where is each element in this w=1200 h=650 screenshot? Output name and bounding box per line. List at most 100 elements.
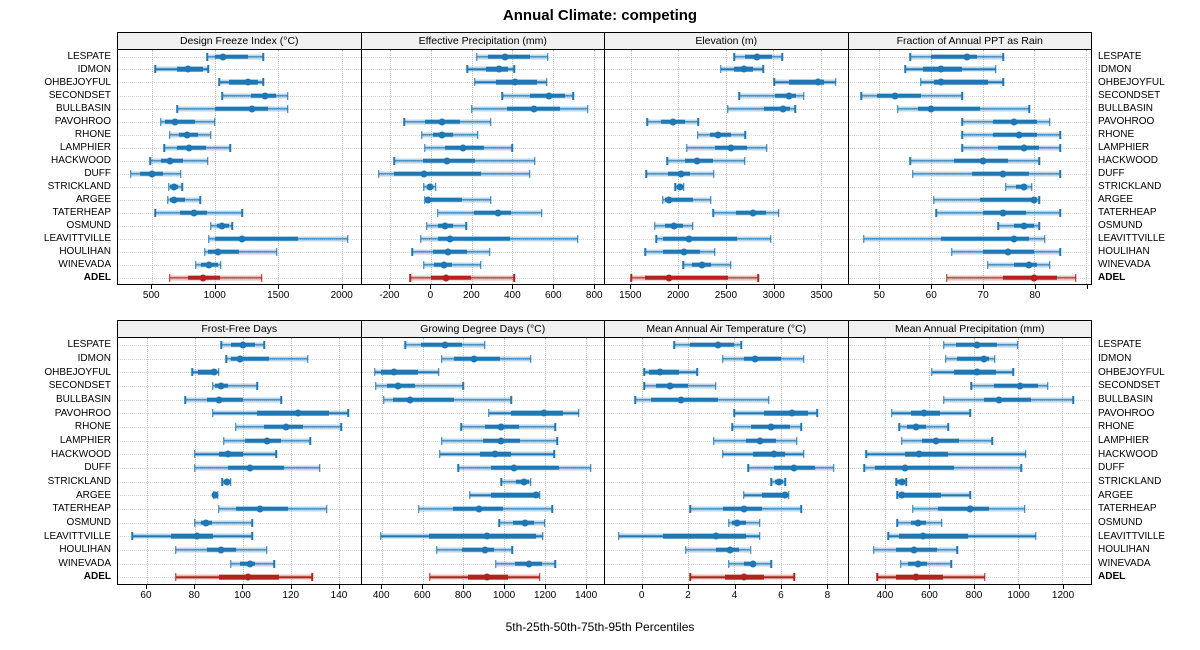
axis-tick (145, 585, 147, 589)
whisker-cap (347, 409, 350, 418)
panel-column: Design Freeze Index (°C) Effective Precip… (117, 32, 1092, 311)
whisker-cap (287, 91, 289, 100)
whisker-cap (950, 559, 953, 568)
gridline-vertical (430, 50, 432, 284)
median-dot (202, 519, 210, 526)
panels-box: Design Freeze Index (°C) Effective Precip… (117, 32, 1092, 285)
site-label: IDMON (1098, 64, 1132, 75)
site-label: LESPATE (1098, 339, 1142, 351)
gridline-vertical (341, 50, 343, 284)
whisker-cap (762, 65, 765, 74)
iqr-bar-25-75 (490, 492, 539, 498)
whisker-line-5-95 (194, 521, 253, 524)
axis-tick (641, 585, 643, 589)
gridline-horizontal (605, 108, 848, 110)
whisker-cap (722, 450, 724, 459)
whisker-cap (654, 221, 656, 230)
whisker-cap (262, 78, 264, 87)
whisker-cap (1030, 182, 1033, 191)
whisker-cap (1002, 52, 1005, 61)
axis-tick-label: -200 (379, 290, 400, 301)
site-label: OHBEJOYFUL (1098, 366, 1165, 378)
gridline-horizontal (118, 264, 361, 266)
panel-elevation: Elevation (m) (604, 33, 848, 284)
whisker-cap (476, 130, 479, 139)
median-dot (749, 560, 757, 567)
median-dot (740, 573, 748, 581)
gridline-horizontal (605, 495, 848, 497)
axis-tick-label: 4 (731, 590, 738, 601)
whisker-cap (683, 182, 685, 191)
median-dot (205, 261, 213, 268)
site-label: OHBEJOYFUL (1098, 77, 1165, 88)
whisker-cap (749, 545, 752, 554)
median-dot (263, 437, 271, 444)
gridline-vertical (1085, 50, 1087, 284)
whisker-cap (758, 518, 761, 527)
site-labels-right: LESPATE IDMON OHBEJOYFUL SECONDSET BULLBASIN… (1092, 51, 1200, 312)
axis-tick-label: 0 (638, 590, 645, 601)
median-dot (1020, 183, 1028, 190)
axis-tick (290, 585, 292, 589)
iqr-bar-25-75 (663, 236, 737, 241)
gridline-vertical (553, 50, 555, 284)
median-dot (491, 450, 499, 458)
median-dot (914, 560, 922, 567)
median-dot (218, 222, 226, 229)
whisker-cap (465, 221, 468, 230)
median-dot (256, 505, 264, 513)
axis-tick-label: 8 (824, 590, 831, 601)
whisker-cap (1047, 381, 1049, 390)
gridline-horizontal (361, 385, 604, 387)
panel-strip: Mean Annual Air Temperature (°C) (605, 321, 848, 338)
gridline-horizontal (605, 372, 848, 374)
gridline-vertical (290, 338, 292, 584)
whisker-cap (273, 559, 275, 568)
site-label: LAMPHIER (1098, 142, 1150, 153)
iqr-bar-25-75 (169, 197, 185, 202)
whisker-cap (403, 117, 406, 126)
whisker-cap (765, 143, 768, 152)
iqr-bar-25-75 (430, 275, 471, 280)
whisker-cap (1038, 195, 1041, 204)
whisker-cap (220, 340, 222, 349)
whisker-cap (500, 477, 502, 486)
gridline-vertical (773, 50, 775, 284)
whisker-line-5-95 (501, 480, 531, 483)
median-dot (966, 505, 974, 513)
whisker-cap (1074, 273, 1077, 282)
axis-tick-label: 60 (140, 590, 152, 601)
median-dot (424, 196, 432, 203)
gridline-horizontal (605, 173, 848, 175)
median-dot (1004, 248, 1012, 255)
gridline-horizontal (361, 134, 604, 136)
whisker-cap (1059, 208, 1061, 217)
axis-tick (194, 585, 196, 589)
axis-tick (278, 285, 280, 289)
panel-axis-mean-annual-air-temperature: 0 2 4 6 8 (605, 585, 849, 611)
whisker-cap (673, 340, 676, 349)
axis-tick (214, 285, 216, 289)
whisker-line-5-95 (423, 263, 481, 266)
site-label: STRICKLAND (1098, 181, 1162, 192)
gridline-horizontal (605, 56, 848, 58)
whisker-cap (167, 195, 169, 204)
panel-strip: Effective Precipitation (mm) (361, 33, 604, 50)
axis-tick (1063, 585, 1065, 589)
whisker-cap (241, 208, 244, 217)
axis-tick (1034, 285, 1036, 289)
median-dot (494, 209, 502, 216)
whisker-cap (744, 156, 746, 165)
whisker-cap (696, 368, 699, 377)
site-label: WINEVADA (58, 557, 111, 569)
whisker-cap (501, 91, 503, 100)
median-dot (1025, 261, 1033, 268)
whisker-cap (457, 463, 460, 472)
median-dot (677, 396, 685, 403)
whisker-cap (191, 368, 194, 377)
gridline-horizontal (605, 82, 848, 84)
gridline-vertical (242, 338, 244, 584)
panel-plot (605, 338, 848, 584)
whisker-cap (674, 182, 677, 191)
axis-tick (1018, 585, 1020, 589)
